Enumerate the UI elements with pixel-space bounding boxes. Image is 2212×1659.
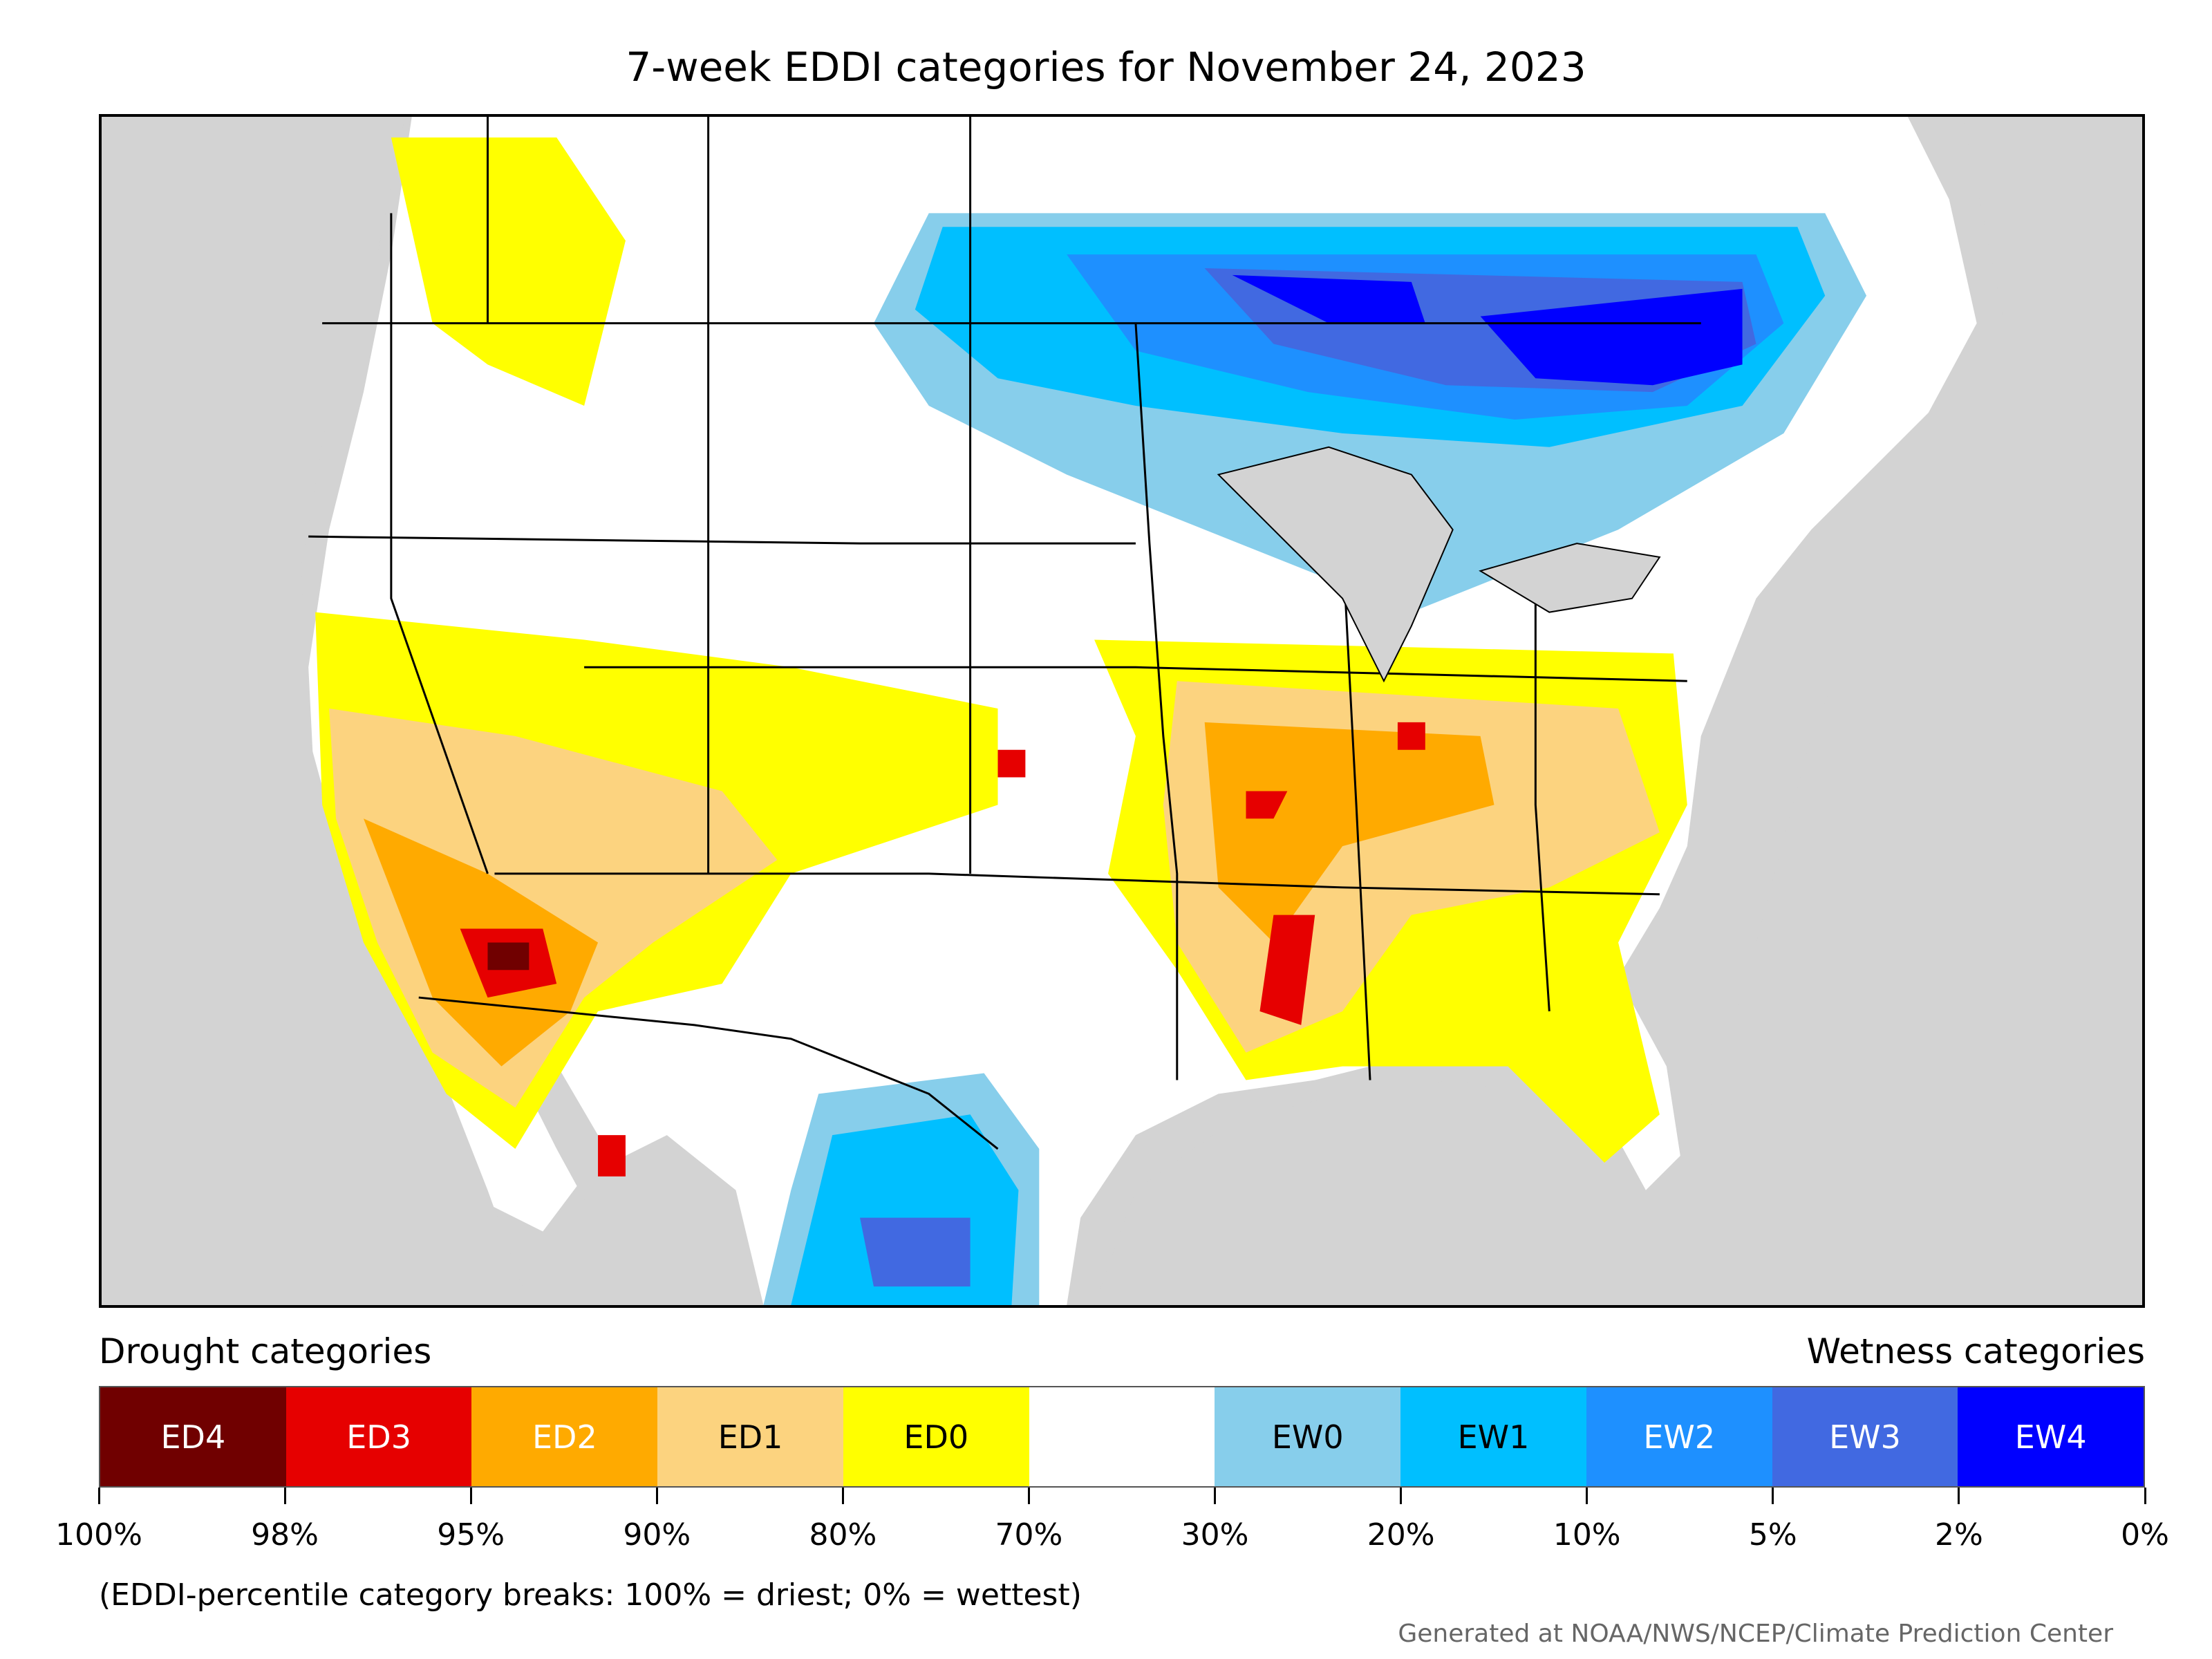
colorbar-cell-ew1: EW1 [1400,1387,1586,1486]
colorbar-tick [1772,1488,1774,1504]
colorbar-tick-label: 30% [1181,1517,1249,1553]
gulf-of-mexico [1094,1080,1660,1305]
colorbar-cell-ed2: ED2 [471,1387,658,1486]
colorbar-cell-ed0: ED0 [843,1387,1029,1486]
category-breaks-note: (EDDI-percentile category breaks: 100% =… [99,1577,1082,1613]
dry-region-southwest-ed1 [329,709,778,1108]
colorbar-tick-label: 95% [437,1517,505,1553]
dry-region-southwest-ed4 [487,942,529,971]
category-colorbar: ED4 ED3 ED2 ED1 ED0 EW0 EW1 EW2 EW3 EW4 [99,1386,2145,1488]
colorbar-tick-label: 98% [251,1517,319,1553]
colorbar-tick [469,1488,472,1504]
dry-region-east-ed2 [1204,722,1494,943]
drought-categories-heading: Drought categories [99,1331,432,1371]
wet-region-texas-ew3 [860,1217,971,1287]
colorbar-tick-label: 2% [1935,1517,1983,1553]
colorbar-tick [655,1488,658,1504]
dry-region-west-ed0 [391,137,626,406]
great-lakes [1217,446,1661,683]
colorbar-cell-ew2: EW2 [1586,1387,1772,1486]
colorbar-tick-label: 0% [2121,1517,2169,1553]
colorbar-cell-ed3: ED3 [285,1387,472,1486]
colorbar-tick [1400,1488,1403,1504]
colorbar-tick [1586,1488,1588,1504]
colorbar-tick-label: 100% [55,1517,142,1553]
credit-line: Generated at NOAA/NWS/NCEP/Climate Predi… [1398,1620,2113,1648]
pacific-ocean [102,117,529,1305]
colorbar-cell-ew0: EW0 [1215,1387,1401,1486]
colorbar-tick-label: 5% [1748,1517,1797,1553]
atlantic-ocean [1687,117,2142,1305]
wetness-categories-heading: Wetness categories [1806,1331,2145,1371]
colorbar-tick [283,1488,286,1504]
colorbar-tick-label: 20% [1367,1517,1435,1553]
wet-region-north-ew4 [1232,274,1743,386]
colorbar-cell-ew4: EW4 [1958,1387,2144,1486]
colorbar-cell-ed1: ED1 [657,1387,843,1486]
colorbar-tick-label: 80% [809,1517,877,1553]
dry-region-southwest-ed3 [460,928,626,1177]
colorbar-ticks [97,1488,2146,1504]
colorbar-tick-label: 70% [995,1517,1063,1553]
colorbar-cell-ed4: ED4 [100,1387,286,1486]
map-canvas [102,117,2142,1305]
map-title: 7-week EDDI categories for November 24, … [626,44,1586,91]
colorbar-tick [2144,1488,2146,1504]
colorbar-tick [1214,1488,1217,1504]
colorbar-cell-neutral [1029,1387,1215,1486]
colorbar-tick [1958,1488,1960,1504]
political-boundaries [308,117,1701,1150]
colorbar-tick-label: 10% [1553,1517,1621,1553]
colorbar-tick-label: 90% [623,1517,691,1553]
eddi-map [99,114,2145,1308]
colorbar-tick [1027,1488,1030,1504]
colorbar-cell-ew3: EW3 [1772,1387,1958,1486]
colorbar-tick [97,1488,100,1504]
colorbar-tick [841,1488,844,1504]
